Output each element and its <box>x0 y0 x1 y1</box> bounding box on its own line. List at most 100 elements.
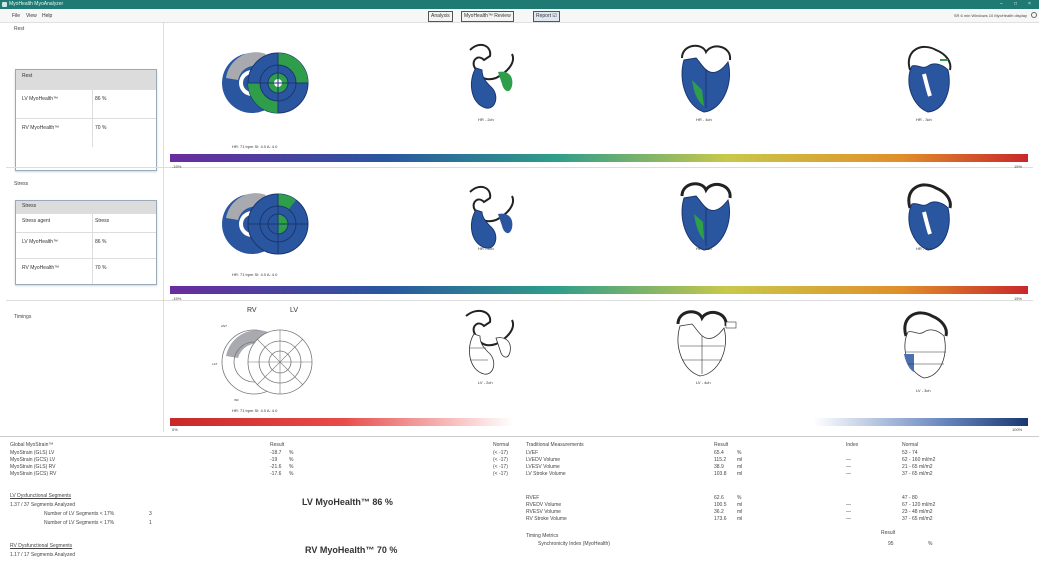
bar-max-label: 15% <box>1014 296 1023 301</box>
metric-unit: % <box>289 457 294 463</box>
measurement-value: 173.6 <box>714 516 727 522</box>
measurement-unit: % <box>737 450 742 456</box>
lv-myohealth-score: LV MyoHealth™ 86 % <box>302 497 393 507</box>
normal-header: Normal <box>493 442 510 448</box>
view-label: HR - 4ch <box>696 246 712 251</box>
param-value: 86 % <box>95 96 107 102</box>
stress-parameters-box: Stress Stress agent Stress LV MyoHealth™… <box>15 200 157 285</box>
measurement-unit: ml <box>737 471 743 477</box>
measurement-unit: ml <box>737 516 743 522</box>
menu-file[interactable]: File <box>12 13 21 19</box>
metric-normal: (< -17) <box>493 464 508 470</box>
measurement-value: 62.6 <box>714 495 724 501</box>
metric-value: -17.6 <box>270 471 282 477</box>
heart-view-rest-4ch[interactable] <box>676 40 736 116</box>
metric-normal: (< -17) <box>493 457 508 463</box>
strain-color-bar-stress <box>170 286 1028 294</box>
bullseye-stress[interactable] <box>216 180 316 270</box>
measurement-index: — <box>846 457 851 463</box>
rest-box-header: Rest <box>16 70 156 89</box>
search-icon[interactable] <box>1031 12 1037 18</box>
param-key: RV MyoHealth™ <box>22 125 60 131</box>
lv-label: LV <box>290 307 299 314</box>
measurement-normal: 37 - 65 ml/m2 <box>902 516 933 522</box>
lv-segment-count-value: 3 <box>149 511 152 517</box>
menu-view[interactable]: View <box>26 13 37 19</box>
inf-label: INF <box>234 398 239 402</box>
title-bar: MyoHealth MyoAnalyzer – □ × <box>0 0 1039 9</box>
close-button[interactable]: × <box>1028 1 1031 7</box>
measurement-label: LVEDV Volume <box>526 457 561 463</box>
lv-segment-count-label: Number of LV Segments < 17% <box>44 511 115 517</box>
metric-value: -21.6 <box>270 464 282 470</box>
param-key: LV MyoHealth™ <box>22 96 59 102</box>
bullseye-timing[interactable] <box>216 316 316 406</box>
view-label: LV - 2ch <box>478 380 493 385</box>
measurement-index: — <box>846 509 851 515</box>
maximize-button[interactable]: □ <box>1014 1 1018 7</box>
metric-normal: (< -17) <box>493 471 508 477</box>
measurement-index: — <box>846 464 851 470</box>
param-value: 70 % <box>95 125 107 131</box>
window-title: MyoHealth MyoAnalyzer <box>9 1 64 7</box>
heart-view-stress-4ch[interactable] <box>676 178 736 254</box>
metric-label: MyoStrain (GCS) RV <box>10 471 57 477</box>
normal-header: Normal <box>902 442 919 448</box>
strain-color-bar-rest <box>170 154 1028 162</box>
synchronicity-index-value: 95 <box>888 541 894 547</box>
analysis-button[interactable]: Analysis <box>428 11 453 22</box>
rv-label: RV <box>247 307 257 314</box>
measurement-label: RVESV Volume <box>526 509 561 515</box>
heart-view-timing-4ch[interactable] <box>672 306 740 378</box>
lat-label: LAT <box>212 362 218 366</box>
metric-normal: (< -17) <box>493 450 508 456</box>
heart-view-rest-3ch[interactable] <box>900 40 960 116</box>
measurement-normal: 23 - 48 ml/m2 <box>902 509 933 515</box>
timings-label: Timings <box>14 314 32 320</box>
bar-min-label: -15% <box>172 164 182 169</box>
heart-view-stress-3ch[interactable] <box>900 180 960 252</box>
lv-dysfunctional-link[interactable]: LV Dysfunctional Segments <box>10 493 72 499</box>
bullseye-rest[interactable] <box>216 38 316 138</box>
global-myostrain-title: Global MyoStrain™ <box>10 442 54 448</box>
measurement-label: LVESV Volume <box>526 464 560 470</box>
timing-metrics-title: Timing Metrics <box>526 533 559 539</box>
measurement-unit: ml <box>737 502 743 508</box>
heart-view-timing-2ch[interactable] <box>458 308 524 378</box>
bar-min-label: -15% <box>172 296 182 301</box>
heart-view-timing-3ch[interactable] <box>896 306 960 382</box>
view-label: HR - 2ch <box>478 246 494 251</box>
measurement-normal: 21 - 65 ml/m2 <box>902 464 933 470</box>
measurement-label: RVEF <box>526 495 540 501</box>
measurement-unit: ml <box>737 457 743 463</box>
index-header: Index <box>846 442 859 448</box>
menu-help[interactable]: Help <box>42 13 53 19</box>
measurement-unit: ml <box>737 464 743 470</box>
measurement-label: LVEF <box>526 450 539 456</box>
measurement-value: 100.5 <box>714 502 727 508</box>
myohealth-review-button[interactable]: MyoHealth™ Review <box>461 11 514 22</box>
param-key: LV MyoHealth™ <box>22 239 59 245</box>
metric-unit: % <box>289 464 294 470</box>
metric-unit: % <box>289 471 294 477</box>
heart-view-stress-2ch[interactable] <box>460 184 522 254</box>
lv-segments-analyzed: 1.37 / 37 Segments Analyzed <box>10 502 76 508</box>
menu-bar: File View Help Analysis MyoHealth™ Revie… <box>0 9 1039 23</box>
metric-label: MyoStrain (GLS) RV <box>10 464 56 470</box>
param-row: RV MyoHealth™ 70 % <box>16 258 156 284</box>
heart-view-rest-2ch[interactable] <box>460 42 522 114</box>
metric-value: -18.7 <box>270 450 282 456</box>
minimize-button[interactable]: – <box>1000 1 1003 7</box>
bar-max-label: 100% <box>1012 427 1023 432</box>
synchronicity-index-label: Synchronicity Index (MyoHealth) <box>538 541 610 547</box>
measurement-index: — <box>846 502 851 508</box>
measurement-normal: 67 - 120 ml/m2 <box>902 502 936 508</box>
view-label: HR - 4ch <box>696 117 712 122</box>
view-label: HR - 3ch <box>916 117 932 122</box>
report-button[interactable]: Report ☑ <box>533 11 560 22</box>
measurement-index: — <box>846 516 851 522</box>
synchronicity-index-unit: % <box>928 541 933 547</box>
rv-dysfunctional-link[interactable]: RV Dysfunctional Segments <box>10 543 73 549</box>
stress-box-header: Stress <box>16 201 156 213</box>
ant-label: ANT <box>221 324 227 328</box>
